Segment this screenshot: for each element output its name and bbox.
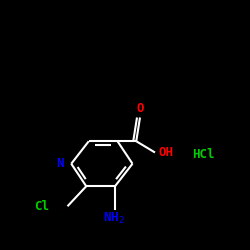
Text: OH: OH bbox=[159, 146, 174, 159]
Text: NH$_2$: NH$_2$ bbox=[103, 211, 125, 226]
Text: Cl: Cl bbox=[34, 200, 49, 213]
Text: O: O bbox=[136, 102, 144, 115]
Text: N: N bbox=[56, 157, 64, 170]
Text: HCl: HCl bbox=[192, 148, 215, 162]
